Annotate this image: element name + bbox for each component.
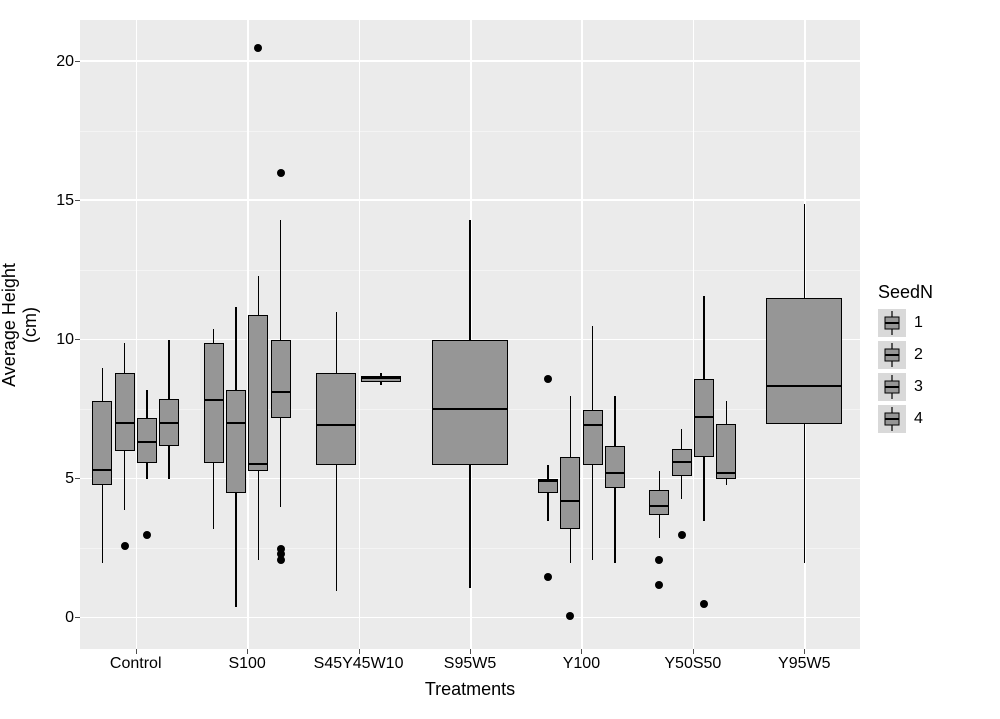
box	[92, 20, 112, 649]
y-tick-label: 0	[65, 609, 74, 627]
outlier-point	[544, 573, 552, 581]
x-tick-label: Control	[110, 655, 162, 673]
legend-label: 1	[914, 314, 923, 332]
plot-panel	[80, 20, 860, 649]
box	[672, 20, 692, 649]
x-axis-ticks: Control S100 S45Y45W10 S95W5 Y100 Y50S50 Y95W5	[80, 649, 860, 679]
box	[137, 20, 157, 649]
box	[538, 20, 558, 649]
legend-label: 2	[914, 346, 923, 364]
outlier-point	[700, 600, 708, 608]
outlier-point	[277, 550, 285, 558]
box	[649, 20, 669, 649]
x-tick-label: Y50S50	[664, 655, 721, 673]
outlier-point	[143, 531, 151, 539]
y-axis-label-text: Average Height (cm)	[0, 263, 41, 387]
x-tick-label: S45Y45W10	[314, 655, 404, 673]
box	[605, 20, 625, 649]
legend: SeedN 1 2 3 4	[860, 0, 1000, 719]
y-tick-label: 15	[56, 192, 74, 210]
outlier-point	[121, 542, 129, 550]
x-axis-row: Control S100 S45Y45W10 S95W5 Y100 Y50S50 Y95W5	[0, 649, 860, 679]
box	[716, 20, 736, 649]
x-tick-label: Y95W5	[778, 655, 830, 673]
legend-label: 3	[914, 378, 923, 396]
legend-item: 1	[878, 309, 990, 337]
y-tick-label: 5	[65, 470, 74, 488]
legend-swatch-icon	[878, 405, 906, 433]
box	[271, 20, 291, 649]
legend-title: SeedN	[878, 282, 990, 303]
legend-item: 3	[878, 373, 990, 401]
legend-label: 4	[914, 410, 923, 428]
box	[316, 20, 356, 649]
x-axis-label-text: Treatments	[425, 679, 515, 699]
outlier-point	[277, 169, 285, 177]
x-tick-label: Y100	[563, 655, 600, 673]
legend-swatch-icon	[878, 341, 906, 369]
box	[248, 20, 268, 649]
boxplot-chart: Average Height (cm) 0 5 10 15 20 Control S100…	[0, 0, 1000, 719]
x-tick-label: S100	[228, 655, 265, 673]
box	[694, 20, 714, 649]
box	[583, 20, 603, 649]
box	[361, 20, 401, 649]
x-spacer	[0, 649, 80, 679]
outlier-point	[544, 375, 552, 383]
outlier-point	[254, 44, 262, 52]
chart-area: Average Height (cm) 0 5 10 15 20 Control S100…	[0, 0, 860, 719]
outlier-point	[566, 612, 574, 620]
y-axis-label: Average Height (cm)	[0, 0, 40, 649]
box	[204, 20, 224, 649]
box	[226, 20, 246, 649]
y-tick-label: 20	[56, 53, 74, 71]
x-axis-label: Treatments	[0, 679, 860, 719]
legend-item: 4	[878, 405, 990, 433]
box	[766, 20, 842, 649]
y-tick-label: 10	[56, 331, 74, 349]
outlier-point	[655, 556, 663, 564]
box	[159, 20, 179, 649]
box	[115, 20, 135, 649]
legend-swatch-icon	[878, 373, 906, 401]
legend-items: 1 2 3 4	[878, 309, 990, 437]
legend-swatch-icon	[878, 309, 906, 337]
outlier-point	[655, 581, 663, 589]
box	[560, 20, 580, 649]
box	[432, 20, 508, 649]
x-tick-label: S95W5	[444, 655, 496, 673]
legend-item: 2	[878, 341, 990, 369]
plot-row: Average Height (cm) 0 5 10 15 20	[0, 0, 860, 649]
y-axis-ticks: 0 5 10 15 20	[40, 20, 80, 649]
outlier-point	[678, 531, 686, 539]
